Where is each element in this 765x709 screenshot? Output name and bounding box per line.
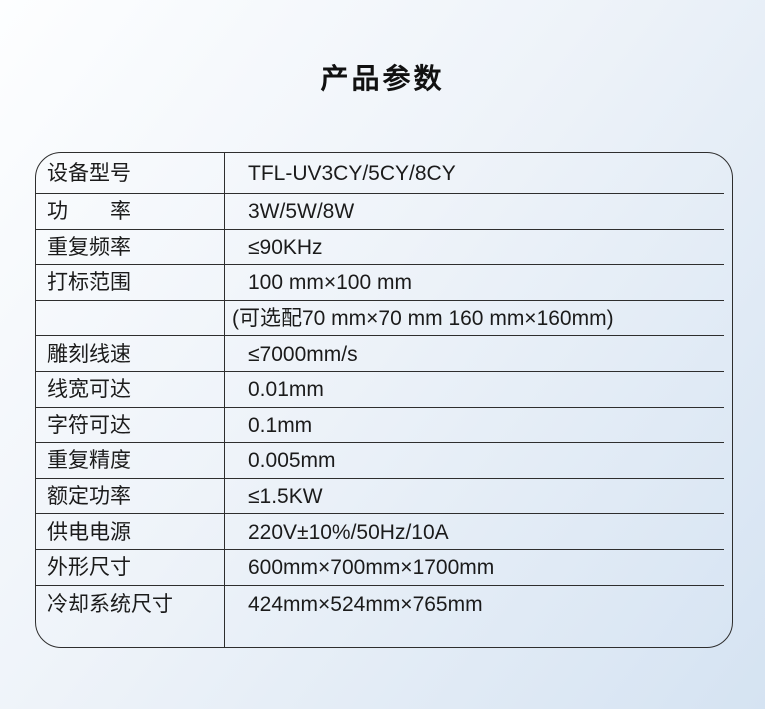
spec-label: 重复精度 [47, 449, 131, 473]
spec-value: ≤1.5KW [248, 485, 323, 509]
table-row: 功 率 3W/5W/8W [36, 194, 732, 230]
spec-value: 3W/5W/8W [248, 200, 355, 224]
table-row: 供电电源 220V±10%/50Hz/10A [36, 514, 732, 550]
spec-value: 0.01mm [248, 378, 324, 402]
table-row: 设备型号 TFL-UV3CY/5CY/8CY [36, 153, 732, 194]
spec-value: 424mm×524mm×765mm [248, 593, 483, 617]
table-row: 重复精度 0.005mm [36, 443, 732, 479]
spec-label: 打标范围 [47, 271, 131, 295]
spec-label: 供电电源 [47, 520, 131, 544]
spec-value: 220V±10%/50Hz/10A [248, 520, 449, 544]
table-row: 雕刻线速 ≤7000mm/s [36, 336, 732, 372]
page-title: 产品参数 [320, 63, 445, 94]
column-divider [224, 153, 225, 647]
spec-label: 字符可达 [47, 413, 131, 437]
table-row: 重复频率 ≤90KHz [36, 230, 732, 266]
spec-table: 设备型号 TFL-UV3CY/5CY/8CY 功 率 3W/5W/8W 重复频率… [35, 152, 733, 648]
spec-label: 功 率 [47, 200, 131, 224]
table-row: 打标范围 100 mm×100 mm [36, 265, 732, 301]
spec-label: 设备型号 [47, 162, 131, 185]
spec-label: 线宽可达 [47, 378, 131, 402]
spec-value: ≤90KHz [248, 235, 323, 259]
table-row: 字符可达 0.1mm [36, 408, 732, 444]
spec-label: 雕刻线速 [47, 342, 131, 366]
spec-value: 0.1mm [248, 413, 313, 437]
spec-label: 重复频率 [47, 235, 131, 259]
table-row: 外形尺寸 600mm×700mm×1700mm [36, 550, 732, 586]
spec-label: 外形尺寸 [47, 556, 131, 580]
table-row: 冷却系统尺寸 424mm×524mm×765mm [36, 586, 732, 647]
table-row: (可选配70 mm×70 mm 160 mm×160mm) [36, 301, 732, 337]
spec-value: (可选配70 mm×70 mm 160 mm×160mm) [232, 307, 614, 331]
spec-value: 600mm×700mm×1700mm [248, 556, 495, 580]
spec-value: 0.005mm [248, 449, 336, 473]
spec-value: TFL-UV3CY/5CY/8CY [248, 162, 456, 185]
table-row: 额定功率 ≤1.5KW [36, 479, 732, 515]
spec-label: 额定功率 [47, 485, 131, 509]
spec-label: 冷却系统尺寸 [47, 593, 173, 617]
spec-value: 100 mm×100 mm [248, 271, 412, 295]
spec-value: ≤7000mm/s [248, 342, 358, 366]
table-row: 线宽可达 0.01mm [36, 372, 732, 408]
